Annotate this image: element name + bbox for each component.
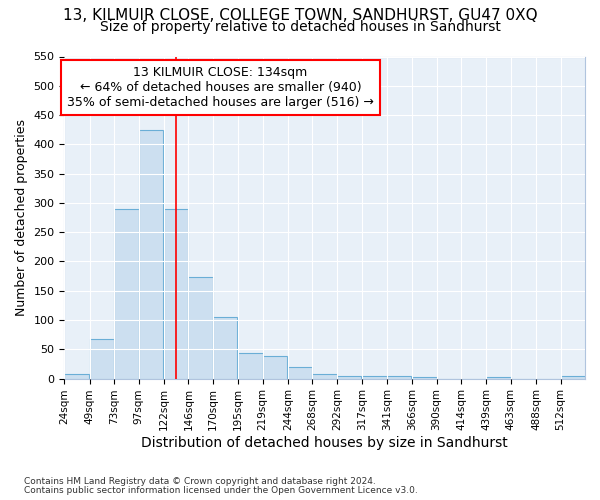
Bar [213, 317, 237, 378]
Bar [387, 376, 411, 378]
Bar [114, 209, 139, 378]
Text: Contains HM Land Registry data © Crown copyright and database right 2024.: Contains HM Land Registry data © Crown c… [24, 477, 376, 486]
X-axis label: Distribution of detached houses by size in Sandhurst: Distribution of detached houses by size … [142, 436, 508, 450]
Text: Contains public sector information licensed under the Open Government Licence v3: Contains public sector information licen… [24, 486, 418, 495]
Text: 13 KILMUIR CLOSE: 134sqm
← 64% of detached houses are smaller (940)
35% of semi-: 13 KILMUIR CLOSE: 134sqm ← 64% of detach… [67, 66, 374, 109]
Bar [313, 374, 337, 378]
Bar [288, 368, 313, 378]
Bar [263, 356, 287, 378]
Bar [64, 374, 89, 378]
Text: Size of property relative to detached houses in Sandhurst: Size of property relative to detached ho… [100, 20, 500, 34]
Bar [90, 339, 114, 378]
Text: 13, KILMUIR CLOSE, COLLEGE TOWN, SANDHURST, GU47 0XQ: 13, KILMUIR CLOSE, COLLEGE TOWN, SANDHUR… [62, 8, 538, 22]
Bar [560, 376, 585, 378]
Y-axis label: Number of detached properties: Number of detached properties [15, 119, 28, 316]
Bar [188, 278, 213, 378]
Bar [164, 209, 188, 378]
Bar [362, 376, 387, 378]
Bar [238, 354, 263, 378]
Bar [337, 376, 361, 378]
Bar [139, 130, 163, 378]
